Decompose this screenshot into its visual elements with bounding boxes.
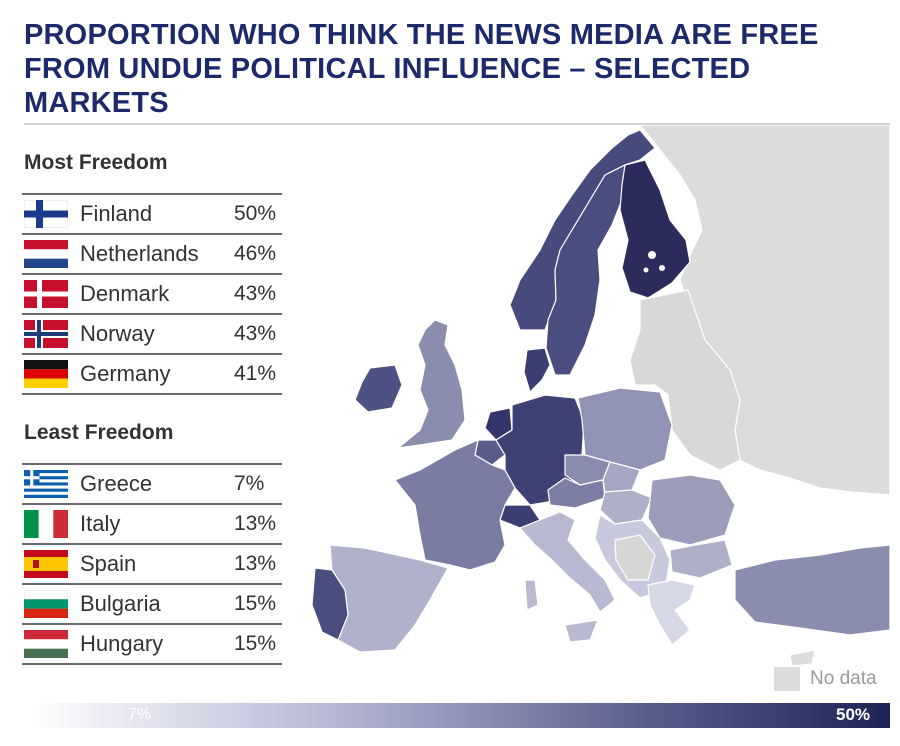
- italy-flag-icon: [24, 510, 68, 538]
- netherlands-flag-icon: [24, 240, 68, 268]
- country-name: Germany: [80, 361, 171, 386]
- country-value: 41%: [234, 362, 277, 385]
- bulgaria-flag-icon: [24, 590, 68, 618]
- region-germany: [495, 394, 585, 506]
- country-value: 50%: [234, 202, 277, 225]
- most-freedom-heading: Most Freedom: [24, 151, 168, 174]
- country-value: 46%: [234, 242, 277, 265]
- finnish-lake: [659, 265, 665, 271]
- country-name: Netherlands: [80, 241, 199, 266]
- region-italy: [519, 511, 616, 613]
- region-sweden: [545, 164, 626, 376]
- most-freedom-table: Finland 50% Netherlands 46% Denmark 43% …: [22, 193, 282, 395]
- country-name: Greece: [80, 471, 153, 496]
- norway-flag-icon: [24, 320, 68, 348]
- no-data-swatch: [774, 667, 800, 691]
- region-turkey: [734, 544, 890, 636]
- country-name: Italy: [80, 511, 121, 536]
- finnish-lake: [643, 267, 649, 273]
- table-row-spain: Spain 13%: [22, 543, 282, 583]
- table-row-bulgaria: Bulgaria 15%: [22, 583, 282, 623]
- region-baltics-nodata: [629, 289, 741, 471]
- country-value: 43%: [234, 282, 277, 305]
- black-sea: [738, 485, 875, 550]
- greece-flag-icon: [24, 470, 68, 498]
- region-portugal: [311, 567, 349, 641]
- region-bulgaria: [669, 539, 733, 579]
- region-finland: [619, 159, 691, 299]
- table-row-italy: Italy 13%: [22, 503, 282, 543]
- finland-flag-icon: [24, 200, 68, 228]
- spain-flag-icon: [24, 550, 68, 578]
- region-greece: [647, 579, 696, 646]
- table-row-netherlands: Netherlands 46%: [22, 233, 282, 273]
- table-row-finland: Finland 50%: [22, 193, 282, 233]
- region-denmark: [523, 347, 551, 393]
- table-row-denmark: Denmark 43%: [22, 273, 282, 313]
- table-row-germany: Germany 41%: [22, 353, 282, 395]
- no-data-label: No data: [810, 668, 877, 689]
- germany-flag-icon: [24, 360, 68, 388]
- scale-max-label: 50%: [836, 705, 871, 724]
- country-name: Finland: [80, 201, 153, 226]
- title-line-1: PROPORTION WHO THINK THE NEWS MEDIA ARE …: [24, 19, 819, 51]
- table-row-greece: Greece 7%: [22, 463, 282, 503]
- table-row-hungary: Hungary 15%: [22, 623, 282, 665]
- country-value: 15%: [234, 632, 277, 655]
- region-sicily: [564, 619, 599, 643]
- hungary-flag-icon: [24, 630, 68, 658]
- region-poland: [577, 387, 673, 471]
- title-divider: [24, 123, 890, 125]
- region-austria: [547, 477, 606, 509]
- europe-map: [311, 125, 890, 667]
- table-row-norway: Norway 43%: [22, 313, 282, 353]
- country-name: Norway: [80, 321, 155, 346]
- region-cyprus: [789, 649, 816, 667]
- title-line-2: FROM UNDUE POLITICAL INFLUENCE – SELECTE…: [24, 53, 751, 119]
- chart-title: PROPORTION WHO THINK THE NEWS MEDIA ARE …: [24, 18, 884, 120]
- region-ireland: [354, 364, 403, 413]
- country-name: Denmark: [80, 281, 170, 306]
- finnish-lake: [648, 251, 656, 259]
- least-freedom-heading: Least Freedom: [24, 421, 174, 444]
- country-name: Bulgaria: [80, 591, 161, 616]
- region-sardinia: [524, 579, 539, 611]
- region-uk: [397, 319, 466, 449]
- least-freedom-table: Greece 7% Italy 13% Spain 13% Bulgaria 1…: [22, 463, 282, 665]
- country-name: Spain: [80, 551, 137, 576]
- denmark-flag-icon: [24, 280, 68, 308]
- country-value: 13%: [234, 552, 277, 575]
- region-balkans-nodata: [614, 534, 656, 581]
- country-value: 13%: [234, 512, 277, 535]
- country-value: 43%: [234, 322, 277, 345]
- scale-min-label: 7%: [128, 706, 152, 723]
- country-name: Hungary: [80, 631, 164, 656]
- region-romania: [647, 474, 736, 546]
- region-hungary: [599, 489, 653, 525]
- country-value: 15%: [234, 592, 277, 615]
- country-value: 7%: [234, 472, 265, 495]
- region-france: [394, 439, 516, 571]
- color-scale-bar: [30, 703, 890, 728]
